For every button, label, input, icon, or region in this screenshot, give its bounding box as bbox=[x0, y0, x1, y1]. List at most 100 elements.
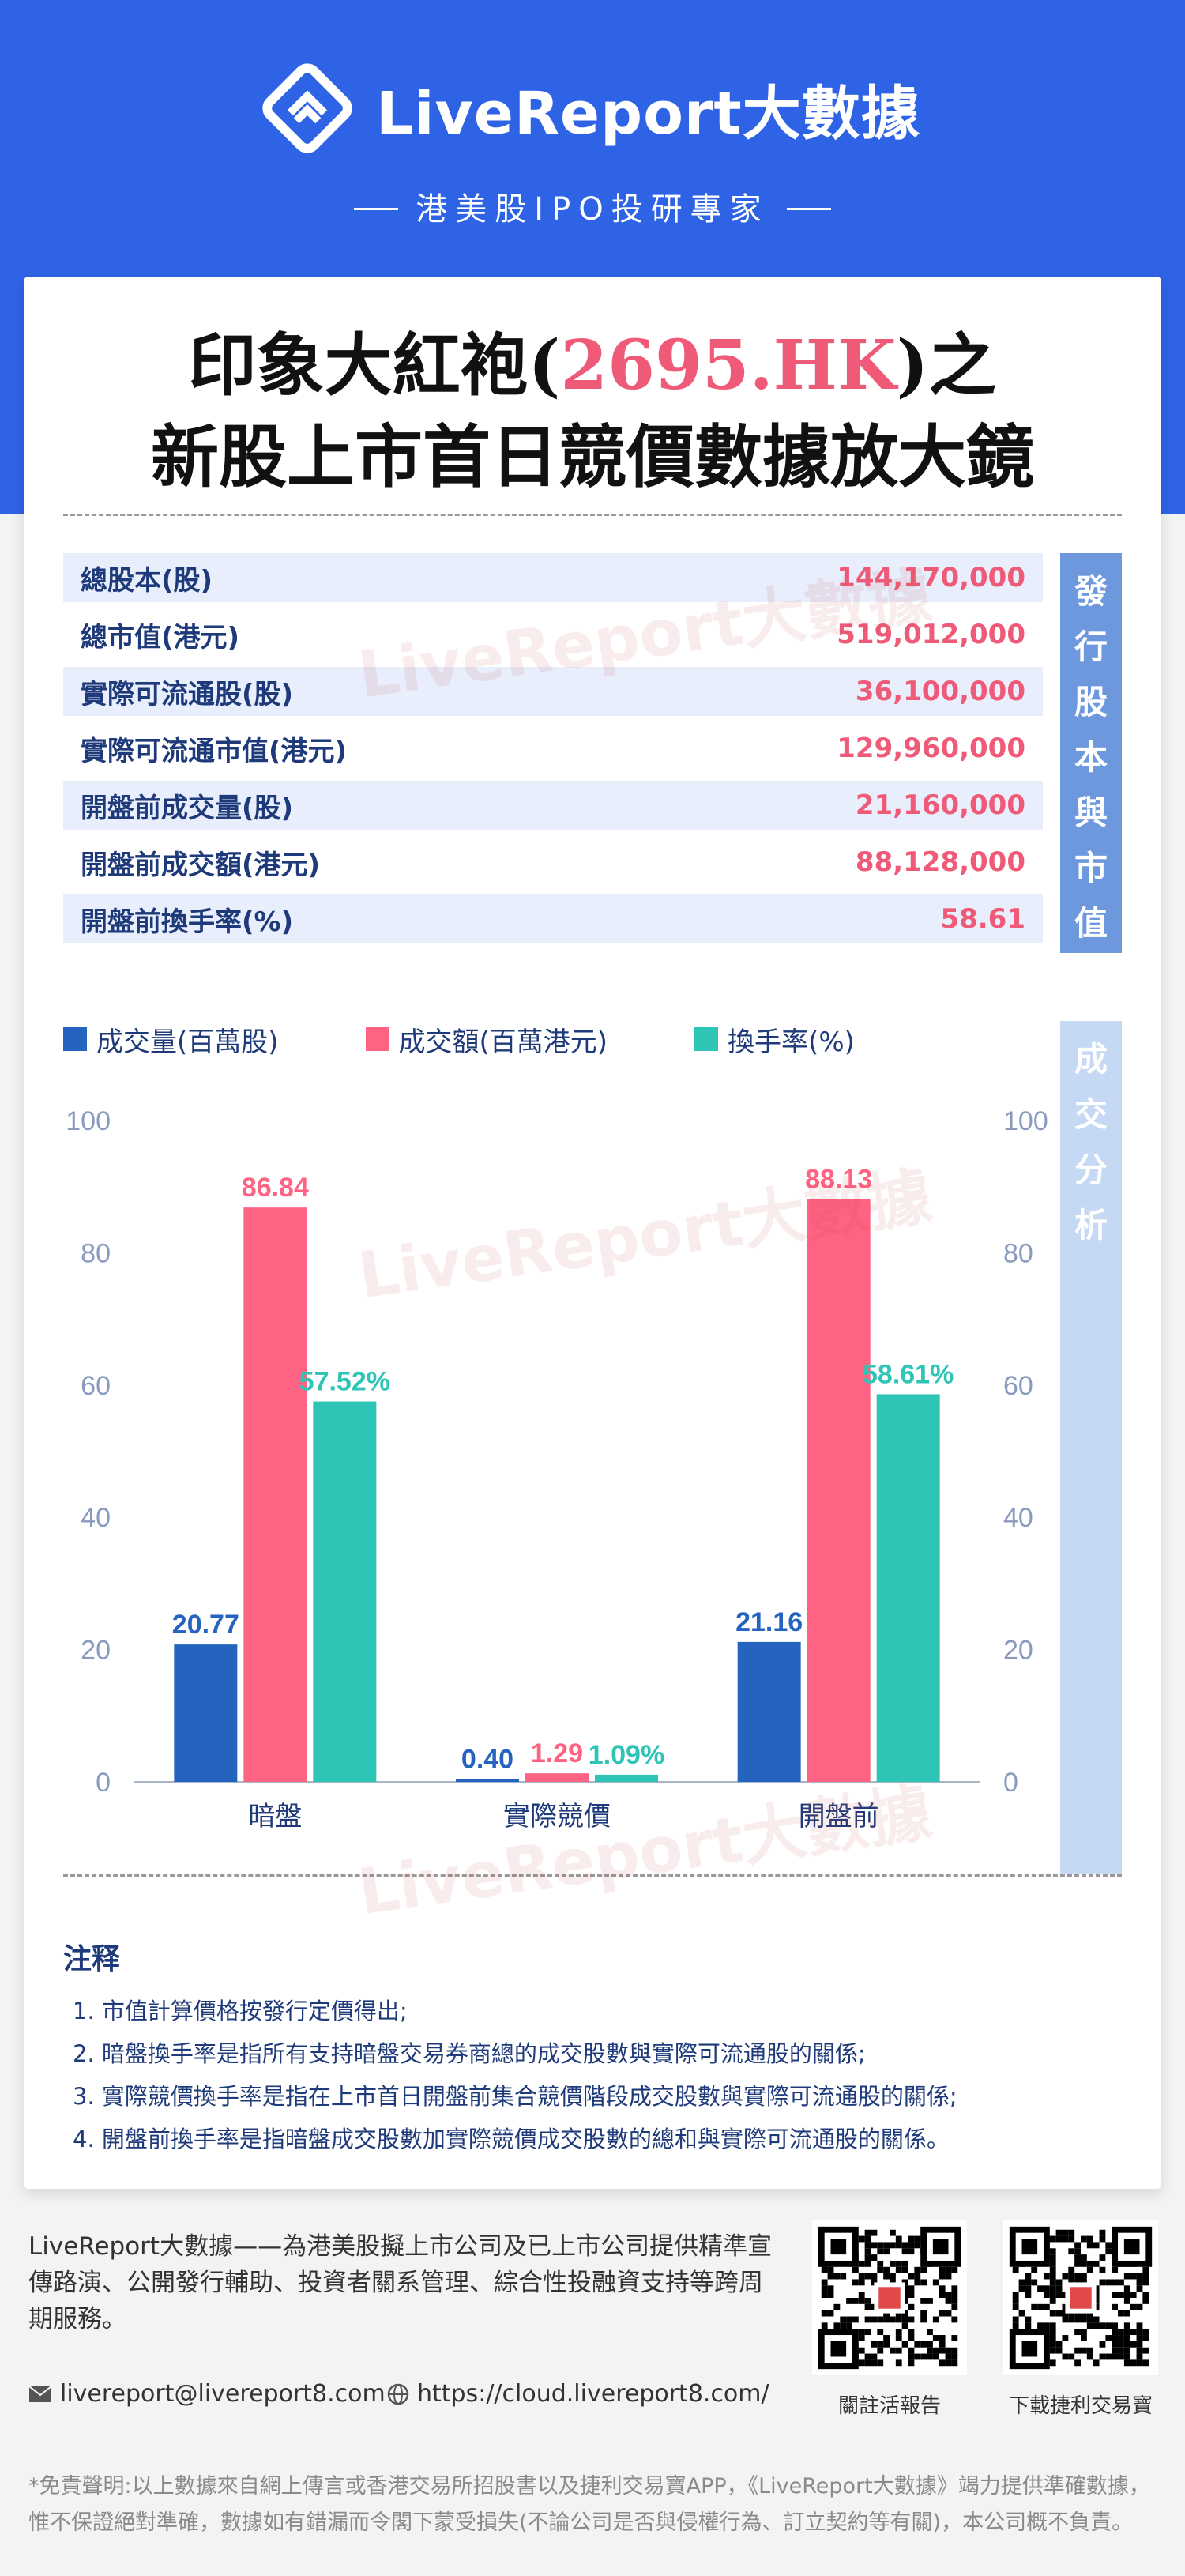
qr-module bbox=[920, 2310, 927, 2317]
qr-module bbox=[852, 2298, 859, 2304]
qr-module bbox=[833, 2303, 841, 2310]
qr-module bbox=[858, 2273, 865, 2280]
qr-module bbox=[852, 2279, 859, 2286]
qr-module bbox=[932, 2279, 939, 2286]
qr-module bbox=[1018, 2285, 1025, 2292]
qr-module bbox=[1081, 2260, 1087, 2267]
qr-module bbox=[945, 2359, 952, 2367]
qr-code-follow[interactable] bbox=[812, 2220, 967, 2375]
qr-module bbox=[1136, 2359, 1143, 2367]
qr-module bbox=[1112, 2279, 1119, 2286]
data-label: 58.61% bbox=[863, 1359, 954, 1389]
qr-module bbox=[890, 2260, 896, 2267]
qr-module bbox=[1068, 2248, 1075, 2255]
website-link[interactable]: https://cloud.livereport8.com/ bbox=[387, 2380, 769, 2408]
qr-module bbox=[846, 2322, 852, 2329]
qr-module bbox=[1136, 2279, 1143, 2286]
qr-module bbox=[1062, 2292, 1069, 2298]
qr-module bbox=[1118, 2353, 1124, 2360]
qr-module bbox=[1112, 2329, 1119, 2336]
issuance-side-label: 發行股本與市值 bbox=[1060, 553, 1122, 953]
qr-module bbox=[920, 2298, 927, 2304]
email-text[interactable]: livereport@livereport8.com bbox=[60, 2380, 386, 2408]
website-text[interactable]: https://cloud.livereport8.com/ bbox=[417, 2380, 769, 2408]
qr-module bbox=[1142, 2273, 1149, 2280]
qr-module bbox=[1123, 2273, 1130, 2280]
qr-module bbox=[1118, 2279, 1124, 2286]
qr-module bbox=[1049, 2359, 1056, 2367]
qr-module bbox=[1105, 2335, 1112, 2341]
qr-module bbox=[1112, 2335, 1119, 2341]
qr-module bbox=[945, 2298, 952, 2304]
qr-module bbox=[914, 2242, 921, 2249]
qr-module bbox=[840, 2273, 847, 2280]
qr-module bbox=[1105, 2279, 1112, 2286]
qr-module bbox=[1118, 2341, 1124, 2348]
qr-module bbox=[1118, 2347, 1124, 2354]
qr-module bbox=[901, 2260, 908, 2267]
qr-module bbox=[895, 2335, 902, 2341]
y-tick-right: 20 bbox=[1003, 1636, 1033, 1666]
qr-module bbox=[1123, 2341, 1130, 2348]
legend-item: 換手率(%) bbox=[694, 1020, 855, 1059]
qr-module bbox=[1142, 2347, 1149, 2354]
note-item: 2. 暗盤換手率是指所有支持暗盤交易券商總的成交股數與實際可流通股的關係; bbox=[73, 2040, 866, 2067]
qr-module bbox=[901, 2322, 908, 2329]
qr-module bbox=[1049, 2254, 1056, 2261]
qr-module bbox=[1021, 2341, 1038, 2357]
stock-code: 2695.HK bbox=[560, 326, 897, 405]
qr-module bbox=[1074, 2310, 1081, 2317]
y-tick-right: 40 bbox=[1003, 1503, 1033, 1533]
qr-module bbox=[939, 2347, 946, 2354]
qr-module bbox=[951, 2359, 958, 2367]
qr-module bbox=[871, 2242, 878, 2249]
qr-module bbox=[1136, 2329, 1143, 2336]
qr-module bbox=[871, 2353, 878, 2360]
qr-module bbox=[1093, 2298, 1100, 2304]
qr-module bbox=[890, 2242, 896, 2249]
row-label: 開盤前成交量(股) bbox=[81, 792, 294, 824]
qr-module bbox=[1055, 2341, 1063, 2348]
qr-module bbox=[920, 2353, 927, 2360]
qr-module bbox=[1123, 2285, 1130, 2292]
legend-swatch bbox=[694, 1027, 719, 1051]
qr-module bbox=[932, 2335, 939, 2341]
qr-module bbox=[927, 2298, 933, 2304]
qr-module bbox=[901, 2341, 908, 2348]
qr-module bbox=[895, 2359, 902, 2367]
qr-module bbox=[932, 2347, 939, 2354]
qr-module bbox=[1099, 2279, 1106, 2286]
qr-module bbox=[1037, 2303, 1044, 2310]
qr-module bbox=[1068, 2229, 1075, 2236]
qr-module bbox=[846, 2298, 852, 2304]
qr-module bbox=[1055, 2310, 1063, 2317]
qr-module bbox=[1123, 2292, 1130, 2298]
y-tick-left: 0 bbox=[96, 1768, 111, 1798]
qr-module bbox=[840, 2322, 847, 2329]
y-tick-left: 80 bbox=[81, 1238, 111, 1268]
qr-module bbox=[1081, 2347, 1087, 2354]
y-tick-right: 100 bbox=[1003, 1106, 1048, 1136]
qr-module bbox=[1062, 2335, 1069, 2341]
qr-module bbox=[951, 2347, 958, 2354]
qr-module bbox=[908, 2235, 915, 2243]
qr-module bbox=[1012, 2266, 1019, 2273]
qr-code-download[interactable] bbox=[1003, 2220, 1158, 2375]
note-item: 4. 開盤前換手率是指暗盤成交股數加實際競價成交股數的總和與實際可流通股的關係。 bbox=[73, 2126, 950, 2152]
qr-module bbox=[1081, 2273, 1087, 2280]
qr-module bbox=[1136, 2273, 1143, 2280]
qr-module bbox=[1142, 2292, 1149, 2298]
row-label: 總股本(股) bbox=[81, 564, 213, 597]
qr-module bbox=[908, 2248, 915, 2255]
qr-module bbox=[1070, 2287, 1092, 2309]
qr-module bbox=[1105, 2322, 1112, 2329]
qr-module bbox=[864, 2242, 871, 2249]
qr-module bbox=[932, 2316, 939, 2323]
qr-module bbox=[1086, 2235, 1093, 2243]
qr-module bbox=[1062, 2229, 1069, 2236]
qr-module bbox=[1062, 2235, 1069, 2243]
qr-module bbox=[1123, 2359, 1130, 2367]
qr-module bbox=[827, 2292, 834, 2298]
email-link[interactable]: livereport@livereport8.com bbox=[28, 2380, 386, 2408]
qr-module bbox=[1093, 2242, 1100, 2249]
